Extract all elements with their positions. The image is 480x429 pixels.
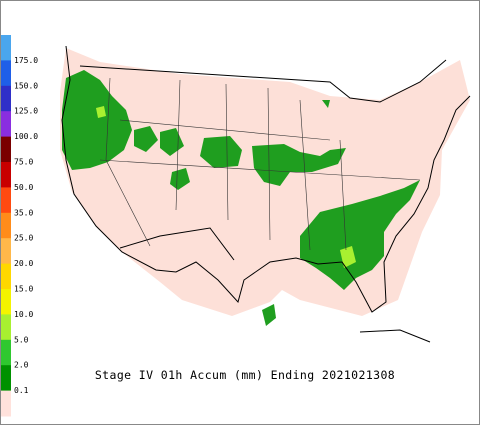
- legend-swatch: [1, 60, 11, 87]
- legend-label: 150.0: [14, 81, 38, 90]
- precip-michigan: [322, 100, 330, 108]
- legend-label: 2.0: [14, 361, 29, 370]
- legend-label: 50.0: [14, 183, 33, 192]
- precip-northwest: [62, 70, 132, 170]
- legend-label: 75.0: [14, 158, 33, 167]
- precip-idaho: [134, 126, 158, 152]
- precip-nebraska: [200, 136, 242, 168]
- legend-label: 175.0: [14, 56, 38, 65]
- legend-swatch: [1, 162, 11, 188]
- southern-border: [119, 227, 235, 261]
- legend-label: 125.0: [14, 107, 38, 116]
- legend-label: 10.0: [14, 310, 33, 319]
- precip-peak: [340, 246, 356, 268]
- legend-label: 35.0: [14, 208, 33, 217]
- coastline: [61, 45, 471, 313]
- legend-swatch: [1, 111, 11, 138]
- map-title: Stage IV 01h Accum (mm) Ending 202102130…: [95, 368, 395, 382]
- precip-colorado: [170, 168, 190, 190]
- legend-swatch: [1, 314, 11, 341]
- legend-swatch: [1, 390, 11, 417]
- legend-swatch: [1, 212, 11, 239]
- precip-mexico: [262, 304, 276, 326]
- legend-label: 100.0: [14, 132, 38, 141]
- precip-light: [96, 106, 356, 268]
- legend[interactable]: 175.0 150.0 125.0 100.0 75.0 50.0 35.0 25.0 20.0…: [1, 35, 38, 417]
- legend-label: 20.0: [14, 259, 33, 268]
- boundaries: [61, 45, 471, 343]
- legend-swatch: [1, 289, 11, 315]
- legend-swatch: [1, 365, 11, 392]
- legend-swatch: [1, 187, 11, 214]
- legend-label: 0.1: [14, 386, 29, 395]
- legend-swatch: [1, 85, 11, 112]
- precip-peak: [96, 106, 106, 118]
- legend-swatch: [1, 35, 11, 61]
- precip-midwest: [252, 144, 346, 186]
- legend-label: 5.0: [14, 335, 29, 344]
- legend-swatch: [1, 136, 11, 163]
- legend-label: 15.0: [14, 285, 33, 294]
- legend-swatch: [1, 339, 11, 366]
- legend-label: 25.0: [14, 234, 33, 243]
- legend-swatch: [1, 263, 11, 290]
- northern-border: [79, 59, 447, 103]
- cuba: [359, 329, 431, 343]
- legend-swatch: [1, 238, 11, 265]
- state-lines: [99, 77, 421, 251]
